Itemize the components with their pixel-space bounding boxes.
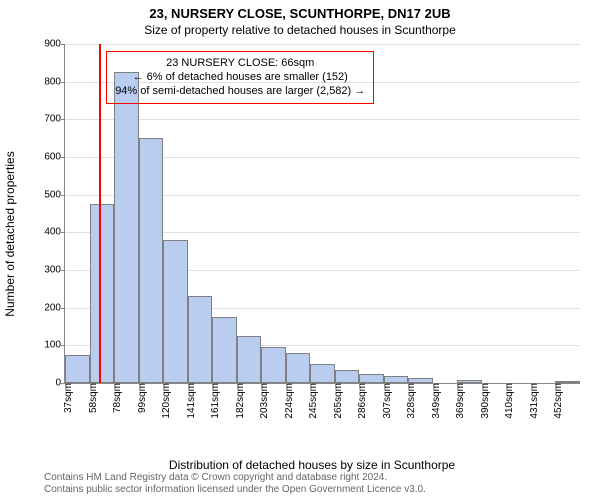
x-tick-mark xyxy=(90,383,91,387)
x-tick-mark xyxy=(555,383,556,387)
page-title: 23, NURSERY CLOSE, SCUNTHORPE, DN17 2UB xyxy=(0,6,600,21)
annotation-line: 23 NURSERY CLOSE: 66sqm xyxy=(115,56,365,70)
histogram-bar xyxy=(163,240,188,383)
histogram-bar xyxy=(359,374,384,383)
x-tick-mark xyxy=(212,383,213,387)
reference-line xyxy=(99,44,101,383)
x-tick-label: 224sqm xyxy=(284,383,295,419)
x-tick-label: 410sqm xyxy=(504,383,515,419)
x-tick-mark xyxy=(359,383,360,387)
x-tick-label: 245sqm xyxy=(308,383,319,419)
x-tick-mark xyxy=(286,383,287,387)
histogram-bar xyxy=(286,353,311,383)
x-tick-mark xyxy=(114,383,115,387)
histogram-bar xyxy=(90,204,115,383)
x-tick-label: 369sqm xyxy=(455,383,466,419)
x-tick-mark xyxy=(139,383,140,387)
histogram-bar xyxy=(139,138,164,383)
x-tick-mark xyxy=(335,383,336,387)
x-tick-label: 286sqm xyxy=(357,383,368,419)
annotation-line: 94% of semi-detached houses are larger (… xyxy=(115,84,365,98)
x-tick-label: 307sqm xyxy=(382,383,393,419)
x-tick-mark xyxy=(188,383,189,387)
histogram-bar xyxy=(384,376,409,383)
title-block: 23, NURSERY CLOSE, SCUNTHORPE, DN17 2UB … xyxy=(0,0,600,37)
x-tick-label: 452sqm xyxy=(553,383,564,419)
histogram-bar xyxy=(310,364,335,383)
x-tick-label: 328sqm xyxy=(406,383,417,419)
x-tick-label: 99sqm xyxy=(137,383,148,413)
y-axis-label: Number of detached properties xyxy=(3,151,17,316)
annotation-box: 23 NURSERY CLOSE: 66sqm← 6% of detached … xyxy=(106,51,374,104)
histogram-bar xyxy=(555,381,580,383)
x-tick-mark xyxy=(384,383,385,387)
x-tick-label: 120sqm xyxy=(161,383,172,419)
x-tick-label: 349sqm xyxy=(431,383,442,419)
plot-area: 010020030040050060070080090037sqm58sqm78… xyxy=(64,44,580,384)
x-tick-label: 182sqm xyxy=(235,383,246,419)
x-tick-label: 78sqm xyxy=(112,383,123,413)
histogram-bar xyxy=(237,336,262,383)
histogram-bar xyxy=(261,347,286,383)
x-tick-mark xyxy=(310,383,311,387)
histogram-bar xyxy=(114,72,139,383)
x-tick-label: 390sqm xyxy=(480,383,491,419)
histogram-bar xyxy=(65,355,90,383)
x-tick-mark xyxy=(65,383,66,387)
chart-container: Number of detached properties 0100200300… xyxy=(44,44,580,424)
histogram-bar xyxy=(212,317,237,383)
x-tick-label: 37sqm xyxy=(63,383,74,413)
x-tick-label: 203sqm xyxy=(259,383,270,419)
x-tick-mark xyxy=(261,383,262,387)
histogram-bar xyxy=(457,380,482,383)
histogram-bar xyxy=(188,296,213,383)
footnote-line-1: Contains HM Land Registry data © Crown c… xyxy=(44,472,426,484)
x-tick-mark xyxy=(457,383,458,387)
annotation-line: ← 6% of detached houses are smaller (152… xyxy=(115,70,365,84)
x-tick-mark xyxy=(531,383,532,387)
x-tick-label: 58sqm xyxy=(88,383,99,413)
x-tick-label: 265sqm xyxy=(333,383,344,419)
x-tick-mark xyxy=(482,383,483,387)
histogram-bar xyxy=(335,370,360,383)
histogram-bar xyxy=(408,378,433,383)
x-axis-label: Distribution of detached houses by size … xyxy=(169,458,455,472)
x-tick-mark xyxy=(237,383,238,387)
x-tick-label: 431sqm xyxy=(529,383,540,419)
x-tick-mark xyxy=(506,383,507,387)
footnote-line-2: Contains public sector information licen… xyxy=(44,484,426,496)
x-tick-label: 141sqm xyxy=(186,383,197,419)
footnote: Contains HM Land Registry data © Crown c… xyxy=(44,472,426,496)
x-tick-mark xyxy=(408,383,409,387)
x-tick-mark xyxy=(433,383,434,387)
x-tick-mark xyxy=(163,383,164,387)
x-tick-label: 161sqm xyxy=(210,383,221,419)
page-subtitle: Size of property relative to detached ho… xyxy=(0,23,600,37)
